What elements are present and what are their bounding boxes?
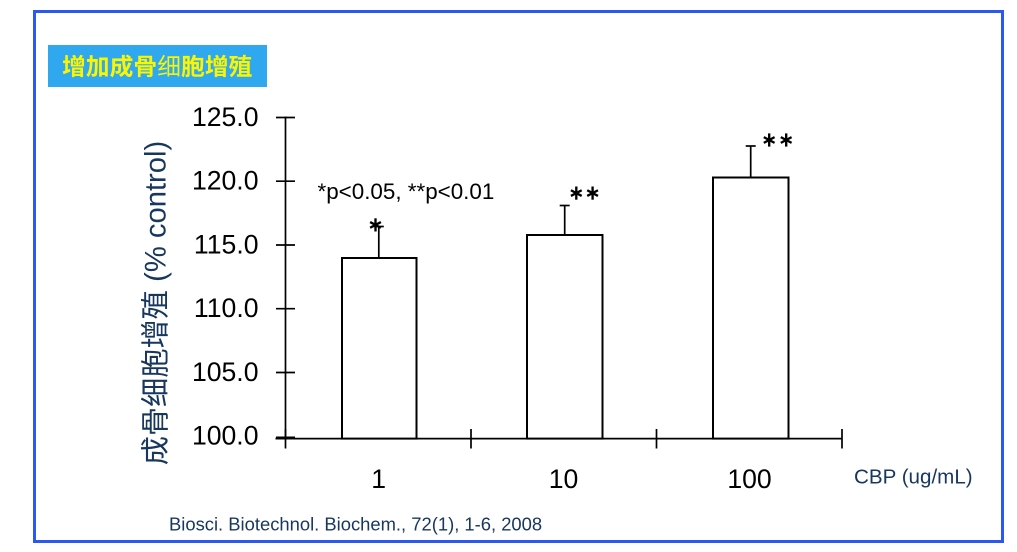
svg-text:120.0: 120.0 <box>192 166 259 196</box>
svg-text:(% control): (% control) <box>141 141 173 282</box>
svg-text:Biosci. Biotechnol. Biochem.,: Biosci. Biotechnol. Biochem., 72(1), 1-6… <box>169 514 542 535</box>
svg-text:110.0: 110.0 <box>194 293 259 323</box>
svg-text:125.0: 125.0 <box>192 102 259 132</box>
svg-text:10: 10 <box>549 464 579 494</box>
svg-text:1: 1 <box>371 464 386 494</box>
svg-text:*p<0.05, **p<0.01: *p<0.05, **p<0.01 <box>318 179 495 204</box>
svg-text:105.0: 105.0 <box>192 357 259 387</box>
svg-text:100: 100 <box>727 464 771 494</box>
svg-text:115.0: 115.0 <box>194 229 259 259</box>
svg-text:100.0: 100.0 <box>192 421 259 451</box>
svg-text:CBP (ug/mL): CBP (ug/mL) <box>854 466 973 489</box>
